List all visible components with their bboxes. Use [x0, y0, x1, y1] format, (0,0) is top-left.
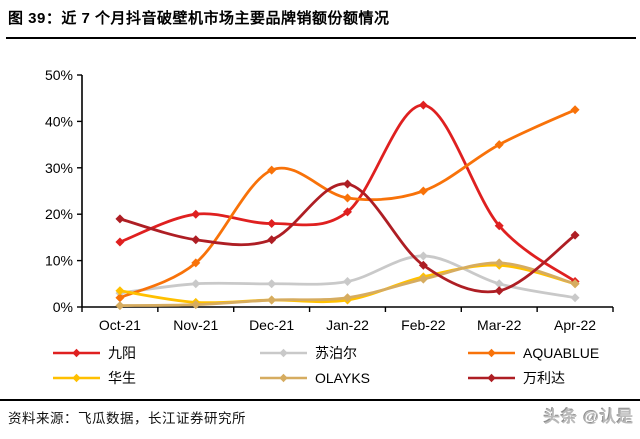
series-marker-万利达 [267, 235, 277, 245]
legend-marker-icon [468, 348, 515, 358]
series-marker-苏泊尔 [267, 279, 277, 289]
series-marker-AQUABLUE [418, 186, 428, 196]
series-marker-AQUABLUE [115, 293, 125, 303]
legend-label: AQUABLUE [523, 345, 600, 361]
legend-label: 华生 [108, 370, 136, 386]
y-tick-label: 40% [45, 113, 73, 129]
legend-marker-icon [260, 348, 307, 358]
series-line-AQUABLUE [118, 108, 577, 300]
series-line-九阳 [118, 103, 577, 283]
series-marker-华生 [115, 286, 125, 296]
source-note: 资料来源：飞瓜数据，长江证券研究所 [8, 411, 246, 426]
series-marker-九阳 [191, 209, 201, 219]
series-marker-九阳 [267, 218, 277, 228]
x-tick-label: Mar-22 [477, 317, 522, 333]
series-marker-AQUABLUE [267, 165, 277, 175]
chart-legend: 九阳 苏泊尔 AQUABLUE 华生 OLAYKS 万利达 [0, 341, 640, 393]
series-marker-AQUABLUE [494, 140, 504, 150]
legend-item-万利达: 万利达 [468, 371, 565, 385]
legend-item-AQUABLUE: AQUABLUE [468, 346, 599, 360]
series-marker-苏泊尔 [343, 276, 352, 286]
x-tick-label: Nov-21 [173, 317, 218, 333]
y-tick-label: 50% [45, 67, 73, 83]
x-tick-label: Dec-21 [249, 317, 294, 333]
footer-divider [0, 399, 640, 401]
y-tick-label: 20% [45, 206, 73, 222]
series-marker-OLAYKS [570, 279, 580, 289]
series-marker-OLAYKS [267, 295, 277, 305]
series-marker-万利达 [418, 260, 428, 270]
series-marker-九阳 [418, 100, 428, 110]
series-marker-九阳 [494, 221, 504, 231]
legend-label: 万利达 [523, 370, 565, 386]
series-marker-万利达 [343, 179, 352, 189]
x-tick-label: Apr-22 [554, 317, 596, 333]
series-marker-苏泊尔 [494, 279, 504, 289]
legend-item-九阳: 九阳 [53, 346, 136, 360]
x-tick-label: Oct-21 [99, 317, 141, 333]
line-chart: 0% 10% 20% 30% 40% 50% Oct-21 Nov-21 Dec-21 Jan-2… [45, 67, 614, 333]
series-marker-AQUABLUE [570, 105, 580, 115]
series-marker-九阳 [343, 207, 352, 217]
series-marker-万利达 [570, 230, 580, 240]
series-marker-OLAYKS [343, 293, 352, 303]
legend-item-OLAYKS: OLAYKS [260, 371, 370, 385]
legend-label: OLAYKS [315, 370, 370, 386]
watermark: 头条 @认是 [543, 409, 634, 426]
series-marker-苏泊尔 [418, 251, 428, 261]
legend-marker-icon [53, 348, 100, 358]
series-marker-万利达 [115, 214, 125, 224]
x-tick-label: Jan-22 [326, 317, 369, 333]
series-marker-九阳 [115, 237, 125, 247]
title-underline [6, 37, 636, 39]
legend-label: 苏泊尔 [315, 345, 357, 361]
legend-marker-icon [53, 373, 100, 383]
y-tick-label: 30% [45, 160, 73, 176]
series-marker-AQUABLUE [191, 258, 201, 268]
legend-marker-icon [468, 373, 515, 383]
y-tick-label: 10% [45, 253, 73, 269]
legend-marker-icon [260, 373, 307, 383]
series-marker-万利达 [494, 286, 504, 296]
figure-title: 图 39：近 7 个月抖音破壁机市场主要品牌销额份额情况 [8, 10, 390, 27]
x-tick-label: Feb-22 [401, 317, 446, 333]
series-marker-OLAYKS [115, 301, 125, 311]
legend-item-华生: 华生 [53, 371, 136, 385]
series-marker-苏泊尔 [191, 279, 201, 289]
series-marker-OLAYKS [494, 258, 504, 268]
series-marker-万利达 [191, 235, 201, 245]
series-marker-苏泊尔 [570, 293, 580, 303]
legend-label: 九阳 [108, 345, 136, 361]
series-marker-AQUABLUE [343, 193, 352, 203]
series-marker-OLAYKS [418, 274, 428, 284]
series-marker-OLAYKS [191, 300, 201, 310]
legend-item-苏泊尔: 苏泊尔 [260, 346, 357, 360]
y-tick-label: 0% [53, 299, 73, 315]
